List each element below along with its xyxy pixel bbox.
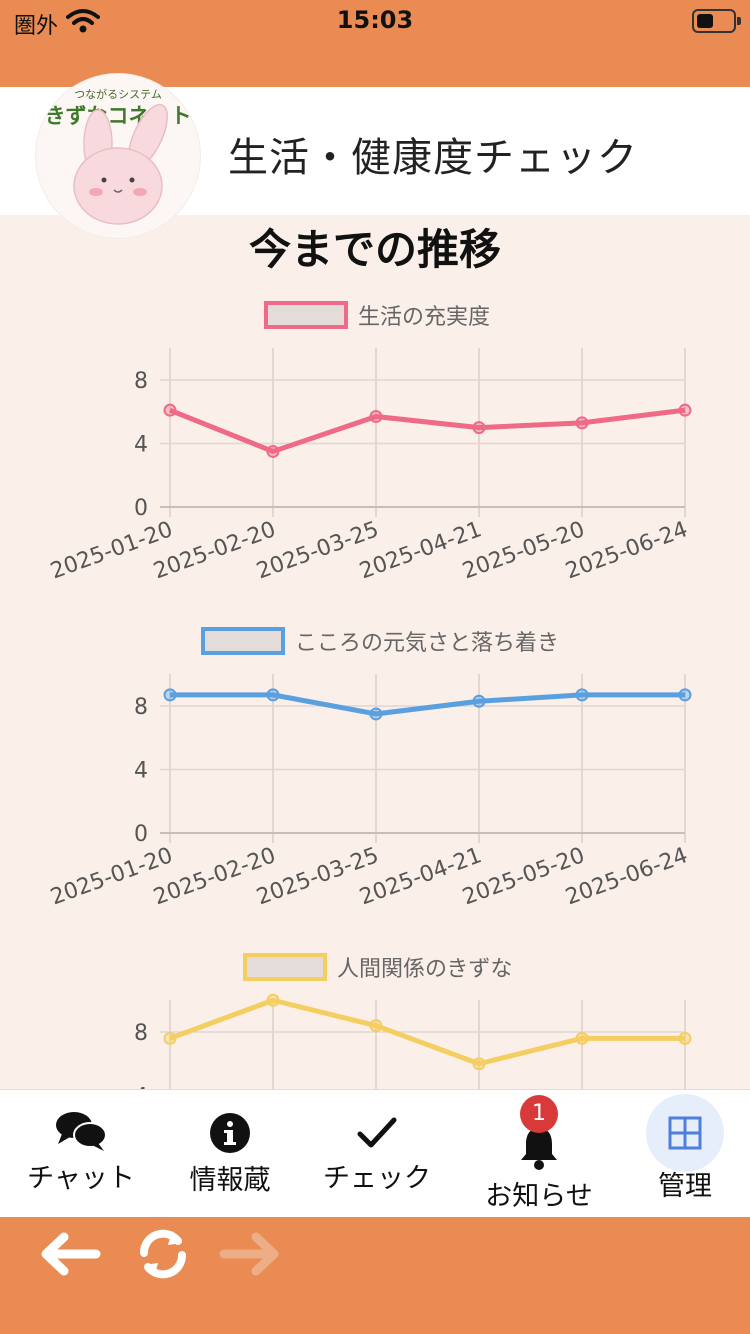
chat-icon <box>56 1112 107 1151</box>
check-icon <box>357 1117 397 1148</box>
rabbit-mascot-icon <box>73 103 168 225</box>
y-tick-label: 8 <box>134 369 148 394</box>
data-point <box>472 1057 486 1071</box>
chart-life-fulfillment: 生活の充実度 0 4 8 2025-01-20 2025-02-20 2025-03-25 2… <box>0 290 750 610</box>
data-point <box>575 1031 589 1045</box>
browser-toolbar <box>0 1217 750 1334</box>
line-chart: こころの元気さと落ち着き0482025-01-202025-02-202025-… <box>47 627 692 910</box>
clock: 15:03 <box>336 6 414 34</box>
tab-notifications-label: お知らせ <box>485 1181 593 1212</box>
tab-check[interactable]: チェック <box>312 1114 442 1195</box>
tab-chat-label: チャット <box>27 1163 135 1194</box>
back-arrow-icon[interactable] <box>38 1231 102 1277</box>
y-tick-label: 8 <box>134 1021 148 1046</box>
status-bar: 圏外 15:03 <box>0 0 750 87</box>
page-title: 生活・健康度チェック <box>228 135 638 181</box>
tab-chat[interactable]: チャット <box>16 1110 146 1195</box>
y-tick-label: 8 <box>134 695 148 720</box>
y-tick-label: 4 <box>134 1085 148 1090</box>
chart-mind-wellbeing: こころの元気さと落ち着き 0 4 8 2025-01-20 2025-02-20 2025-… <box>0 616 750 936</box>
data-point <box>575 688 589 702</box>
info-icon <box>210 1113 250 1153</box>
data-point <box>266 993 280 1007</box>
data-point <box>266 444 280 458</box>
bottom-tab-bar <box>0 1089 750 1218</box>
legend-label: 人間関係のきずな <box>337 957 512 982</box>
series-line <box>170 692 685 717</box>
chart-relationships: 人間関係のきずな0482025-01-202025-02-202025-03-2… <box>0 942 750 1089</box>
data-point <box>472 421 486 435</box>
notification-badge: 1 <box>520 1095 558 1133</box>
data-point <box>678 403 692 417</box>
y-tick-label: 0 <box>134 822 148 847</box>
data-point <box>472 694 486 708</box>
legend-swatch <box>243 953 327 981</box>
data-point <box>266 688 280 702</box>
series-line <box>169 997 685 1067</box>
battery-icon <box>692 9 741 33</box>
legend-swatch <box>201 627 285 655</box>
y-tick-label: 0 <box>134 496 148 521</box>
reload-icon[interactable] <box>132 1223 194 1285</box>
data-point <box>163 688 177 702</box>
line-chart: 生活の充実度0482025-01-202025-02-202025-03-252… <box>47 301 692 584</box>
tab-admin[interactable]: 管理 <box>625 1116 745 1203</box>
legend-label: こころの元気さと落ち着き <box>295 631 559 656</box>
y-tick-label: 4 <box>134 433 148 458</box>
wifi-icon <box>66 9 100 33</box>
series-line <box>169 407 686 454</box>
tab-info-label: 情報蔵 <box>189 1165 271 1196</box>
legend-swatch <box>264 301 348 329</box>
bell-icon <box>521 1128 557 1170</box>
data-point <box>575 416 589 430</box>
data-point <box>369 410 383 424</box>
carrier-label: 圏外 <box>14 14 59 39</box>
y-tick-label: 4 <box>134 759 148 784</box>
data-point <box>369 707 383 721</box>
tab-admin-label: 管理 <box>658 1171 712 1202</box>
logo-subtitle: つながるシステム <box>74 88 162 101</box>
app-logo: つながるシステム きずなコネット <box>36 74 200 238</box>
tab-check-label: チェック <box>323 1163 431 1194</box>
tab-notifications[interactable]: お知らせ <box>474 1124 604 1213</box>
grid-icon <box>668 1116 702 1150</box>
data-point <box>678 1031 692 1045</box>
data-point <box>678 688 692 702</box>
line-chart: 人間関係のきずな0482025-01-202025-02-202025-03-2… <box>134 953 692 1090</box>
legend-label: 生活の充実度 <box>358 305 490 330</box>
forward-arrow-icon[interactable] <box>218 1231 282 1277</box>
data-point <box>163 403 177 417</box>
tab-info[interactable]: 情報蔵 <box>170 1112 290 1197</box>
data-point <box>369 1019 383 1033</box>
data-point <box>163 1031 177 1045</box>
section-title: 今までの推移 <box>248 225 501 274</box>
